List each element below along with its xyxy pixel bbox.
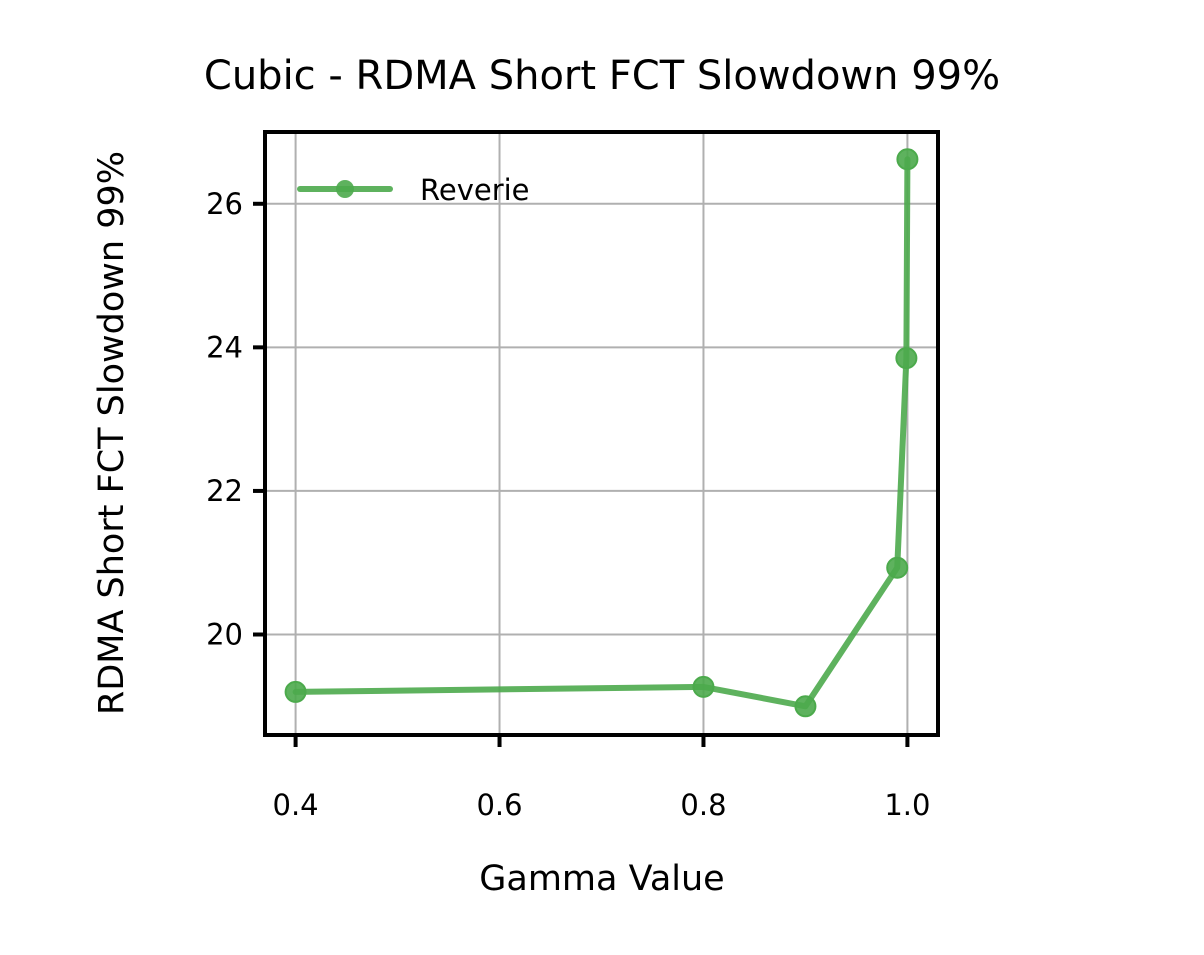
data-point bbox=[895, 347, 918, 370]
x-tick-label: 0.4 bbox=[273, 788, 319, 822]
legend-label-reverie: Reverie bbox=[420, 173, 530, 207]
data-point bbox=[794, 695, 817, 718]
y-tick-label: 26 bbox=[206, 187, 243, 221]
plot-area-frame bbox=[263, 130, 940, 737]
x-tick-label: 1.0 bbox=[884, 788, 930, 822]
grid-layer bbox=[265, 132, 938, 735]
y-tick-label: 20 bbox=[206, 618, 243, 652]
data-point bbox=[896, 148, 919, 171]
y-tick-label: 24 bbox=[206, 330, 243, 364]
y-tick-label: 22 bbox=[206, 474, 243, 508]
x-axis-label: Gamma Value bbox=[479, 859, 724, 899]
data-point bbox=[692, 675, 715, 698]
data-point bbox=[284, 680, 307, 703]
x-tick-label: 0.8 bbox=[680, 788, 726, 822]
y-axis-label: RDMA Short FCT Slowdown 99% bbox=[92, 151, 132, 715]
chart-title: Cubic - RDMA Short FCT Slowdown 99% bbox=[204, 53, 1000, 99]
series-layer bbox=[284, 148, 919, 718]
series-line-reverie bbox=[292, 156, 911, 710]
data-point bbox=[886, 556, 909, 579]
legend-marker-reverie bbox=[336, 180, 354, 198]
x-tick-label: 0.6 bbox=[476, 788, 522, 822]
tick-layer: 0.4 0.6 0.8 1.0 20 22 24 26 bbox=[206, 187, 930, 822]
legend: Reverie bbox=[297, 173, 530, 207]
